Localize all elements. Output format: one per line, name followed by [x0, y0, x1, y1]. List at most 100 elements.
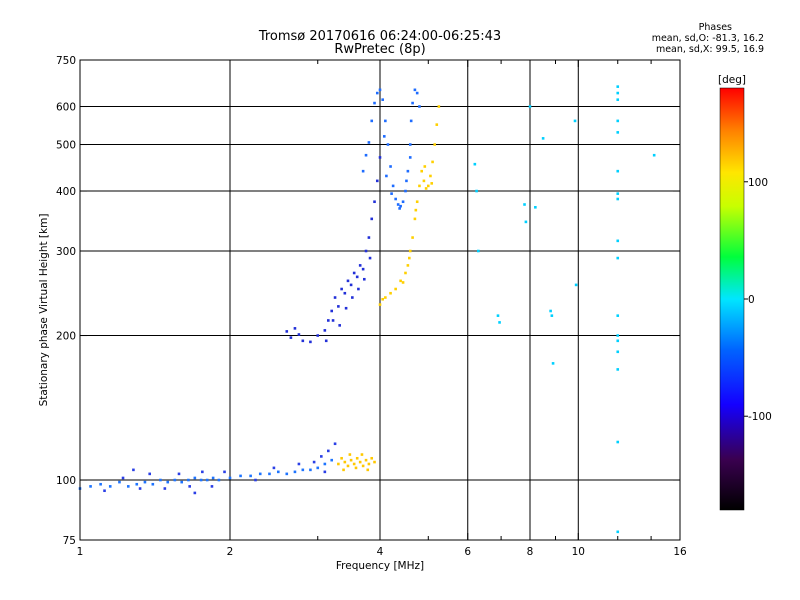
data-point	[364, 458, 368, 462]
data-point	[384, 119, 387, 123]
data-point	[228, 476, 232, 480]
data-point	[99, 482, 102, 486]
data-point	[358, 264, 362, 267]
data-point	[193, 476, 197, 480]
data-point	[406, 169, 410, 173]
data-point	[333, 296, 337, 299]
data-point	[316, 334, 320, 337]
data-point	[351, 296, 354, 299]
chart-subtitle: RwPretec (8p)	[334, 42, 425, 57]
data-point	[413, 88, 417, 92]
data-point	[324, 339, 328, 343]
series-o-mode-low-e-scatter	[103, 442, 337, 495]
x-tick-label: 16	[673, 546, 687, 558]
data-point	[367, 141, 371, 144]
data-point	[289, 336, 293, 339]
colorbar-tick-label: -100	[748, 411, 772, 423]
data-point	[211, 476, 215, 480]
data-point	[424, 187, 428, 190]
data-point	[378, 156, 382, 159]
data-point	[541, 137, 545, 140]
data-point	[352, 462, 356, 466]
data-point	[616, 530, 620, 534]
colorbar: [deg] -100 0 100	[718, 74, 772, 511]
data-point	[135, 482, 139, 486]
data-point	[312, 460, 316, 464]
data-point	[368, 256, 372, 260]
data-point	[549, 309, 552, 313]
data-point	[333, 442, 337, 446]
data-point	[373, 460, 376, 464]
data-point	[364, 249, 368, 253]
data-point	[210, 485, 214, 488]
data-point	[180, 480, 184, 484]
data-point	[193, 491, 197, 495]
data-point	[616, 334, 620, 337]
data-point	[616, 91, 620, 95]
data-point	[375, 91, 379, 95]
data-point	[337, 462, 340, 466]
data-point	[414, 208, 418, 212]
data-point	[297, 462, 301, 466]
data-point	[523, 203, 526, 206]
data-point	[408, 256, 411, 260]
data-point	[390, 192, 393, 195]
data-point	[360, 453, 364, 456]
data-point	[344, 306, 348, 310]
data-point	[316, 466, 320, 470]
data-point	[320, 455, 323, 458]
data-point	[422, 179, 426, 183]
data-point	[327, 449, 330, 453]
series-x-mode-e-cluster	[337, 453, 376, 472]
data-point	[121, 476, 125, 480]
data-point	[551, 362, 555, 365]
data-point	[143, 480, 147, 484]
x-tick-label: 10	[572, 546, 585, 558]
data-point	[293, 470, 297, 474]
x-tick-label: 6	[464, 546, 471, 558]
data-point	[498, 321, 501, 324]
data-point	[408, 156, 412, 159]
data-point	[431, 160, 434, 164]
data-point	[394, 287, 397, 291]
data-point	[301, 468, 305, 472]
data-point	[173, 478, 177, 482]
data-point	[389, 165, 392, 168]
data-point	[103, 489, 106, 493]
data-point	[616, 239, 620, 243]
data-point	[435, 123, 439, 126]
y-tick-label: 750	[56, 55, 76, 67]
series-o-mode-low-e-trace	[78, 458, 334, 490]
data-point	[384, 296, 387, 299]
data-point	[408, 249, 412, 253]
data-point	[151, 482, 155, 486]
data-point	[381, 98, 384, 101]
y-tick-label: 100	[56, 475, 76, 487]
data-point	[301, 339, 305, 343]
data-point	[616, 98, 620, 101]
data-point	[239, 474, 242, 478]
data-point	[337, 305, 340, 308]
x-tick-label: 1	[77, 546, 84, 558]
data-point	[430, 182, 434, 185]
colorbar-label: [deg]	[718, 74, 746, 86]
data-point	[343, 460, 347, 464]
phases-stat-x: mean, sd,X: 99.5, 16.9	[655, 44, 764, 55]
data-point	[573, 119, 577, 123]
data-point	[297, 333, 301, 336]
data-point	[386, 143, 390, 146]
data-point	[187, 478, 190, 482]
data-point	[574, 283, 578, 287]
data-point	[404, 189, 407, 193]
data-point	[166, 480, 170, 484]
data-point	[418, 105, 421, 108]
data-point	[148, 472, 152, 476]
data-point	[327, 319, 330, 322]
data-point	[373, 200, 376, 204]
data-point	[381, 297, 384, 301]
data-point	[108, 485, 112, 488]
x-tick-label: 8	[527, 546, 534, 558]
data-point	[433, 143, 436, 146]
data-point	[364, 153, 368, 157]
data-point	[370, 456, 374, 460]
